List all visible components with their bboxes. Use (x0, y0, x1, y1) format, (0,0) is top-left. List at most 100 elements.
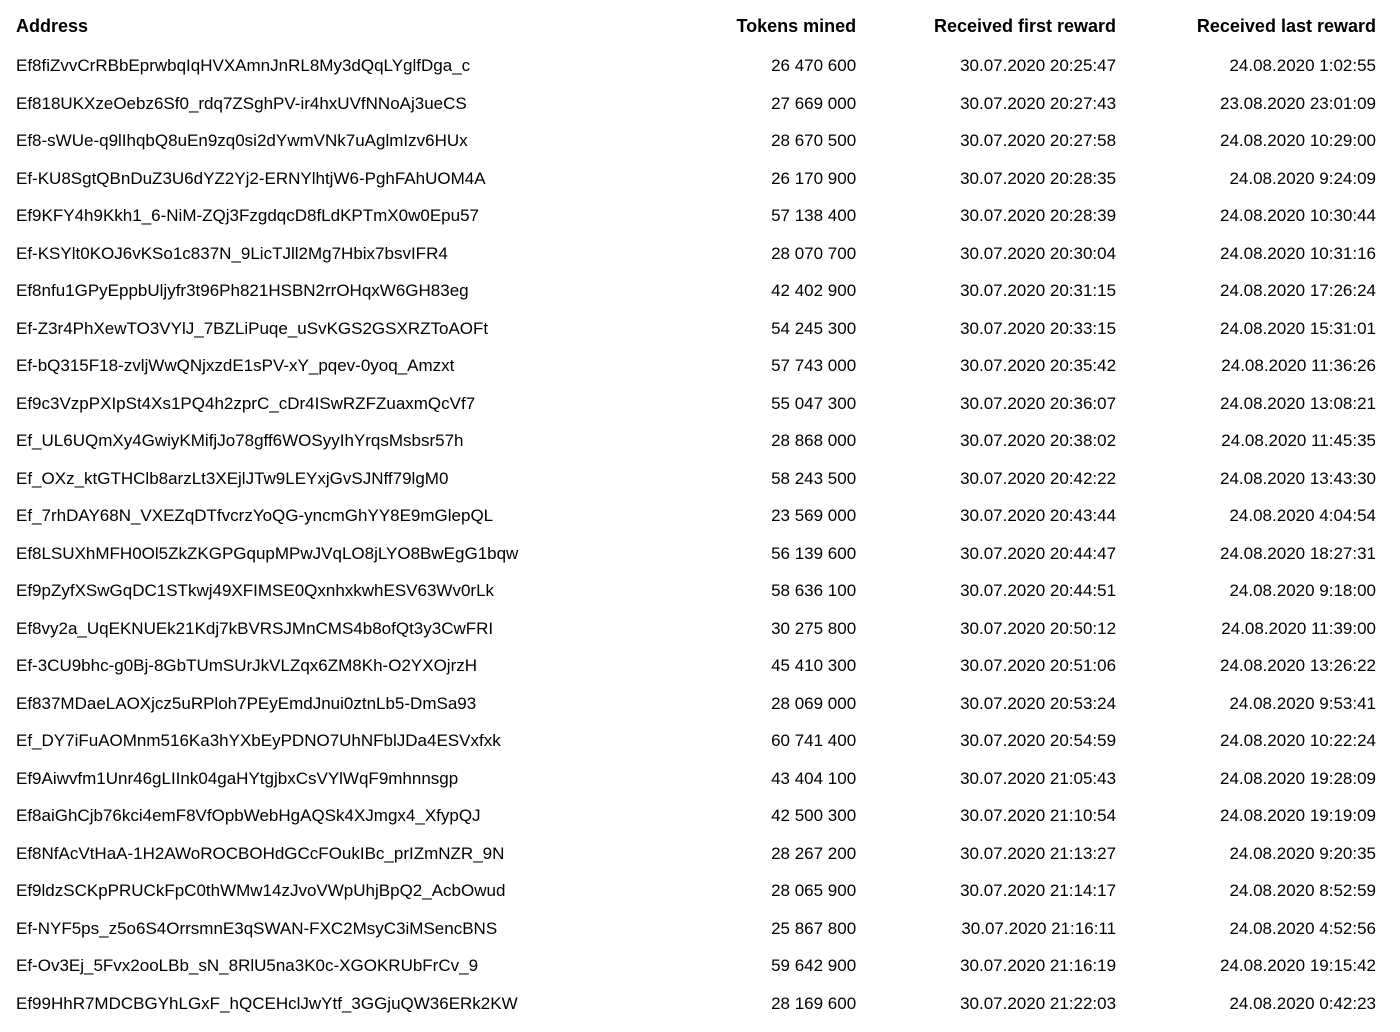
cell-first-reward: 30.07.2020 20:33:15 (864, 310, 1124, 348)
table-row: Ef837MDaeLAOXjcz5uRPloh7PEyEmdJnui0ztnLb… (16, 685, 1384, 723)
cell-last-reward: 24.08.2020 13:26:22 (1124, 647, 1384, 685)
cell-last-reward: 24.08.2020 4:52:56 (1124, 910, 1384, 948)
cell-last-reward: 24.08.2020 13:08:21 (1124, 385, 1384, 423)
cell-address[interactable]: Ef9Aiwvfm1Unr46gLIInk04gaHYtgjbxCsVYlWqF… (16, 760, 673, 798)
col-header-first-reward[interactable]: Received first reward (864, 10, 1124, 47)
cell-address[interactable]: Ef-Z3r4PhXewTO3VYlJ_7BZLiPuqe_uSvKGS2GSX… (16, 310, 673, 348)
col-header-last-reward[interactable]: Received last reward (1124, 10, 1384, 47)
cell-address[interactable]: Ef-3CU9bhc-g0Bj-8GbTUmSUrJkVLZqx6ZM8Kh-O… (16, 647, 673, 685)
cell-last-reward: 24.08.2020 10:22:24 (1124, 722, 1384, 760)
cell-tokens: 26 470 600 (673, 47, 865, 85)
cell-first-reward: 30.07.2020 20:53:24 (864, 685, 1124, 723)
cell-last-reward: 24.08.2020 9:24:09 (1124, 160, 1384, 198)
cell-last-reward: 24.08.2020 9:53:41 (1124, 685, 1384, 723)
table-header-row: Address Tokens mined Received first rewa… (16, 10, 1384, 47)
table-row: Ef-KSYlt0KOJ6vKSo1c837N_9LicTJll2Mg7Hbix… (16, 235, 1384, 273)
cell-last-reward: 24.08.2020 9:18:00 (1124, 572, 1384, 610)
cell-address[interactable]: Ef9KFY4h9Kkh1_6-NiM-ZQj3FzgdqcD8fLdKPTmX… (16, 197, 673, 235)
table-row: Ef818UKXzeOebz6Sf0_rdq7ZSghPV-ir4hxUVfNN… (16, 85, 1384, 123)
table-row: Ef_7rhDAY68N_VXEZqDTfvcrzYoQG-yncmGhYY8E… (16, 497, 1384, 535)
cell-tokens: 42 402 900 (673, 272, 865, 310)
cell-tokens: 43 404 100 (673, 760, 865, 798)
cell-first-reward: 30.07.2020 20:44:51 (864, 572, 1124, 610)
cell-first-reward: 30.07.2020 20:30:04 (864, 235, 1124, 273)
cell-last-reward: 24.08.2020 10:29:00 (1124, 122, 1384, 160)
cell-last-reward: 24.08.2020 13:43:30 (1124, 460, 1384, 498)
cell-address[interactable]: Ef9pZyfXSwGqDC1STkwj49XFIMSE0QxnhxkwhESV… (16, 572, 673, 610)
cell-last-reward: 24.08.2020 10:30:44 (1124, 197, 1384, 235)
cell-tokens: 56 139 600 (673, 535, 865, 573)
cell-first-reward: 30.07.2020 20:36:07 (864, 385, 1124, 423)
col-header-tokens[interactable]: Tokens mined (673, 10, 865, 47)
table-row: Ef-Z3r4PhXewTO3VYlJ_7BZLiPuqe_uSvKGS2GSX… (16, 310, 1384, 348)
cell-first-reward: 30.07.2020 20:28:39 (864, 197, 1124, 235)
table-row: Ef-NYF5ps_z5o6S4OrrsmnE3qSWAN-FXC2MsyC3i… (16, 910, 1384, 948)
table-row: Ef8-sWUe-q9lIhqbQ8uEn9zq0si2dYwmVNk7uAgl… (16, 122, 1384, 160)
cell-tokens: 45 410 300 (673, 647, 865, 685)
cell-address[interactable]: Ef8-sWUe-q9lIhqbQ8uEn9zq0si2dYwmVNk7uAgl… (16, 122, 673, 160)
cell-tokens: 30 275 800 (673, 610, 865, 648)
cell-address[interactable]: Ef8vy2a_UqEKNUEk21Kdj7kBVRSJMnCMS4b8ofQt… (16, 610, 673, 648)
cell-address[interactable]: Ef8LSUXhMFH0Ol5ZkZKGPGqupMPwJVqLO8jLYO8B… (16, 535, 673, 573)
cell-last-reward: 24.08.2020 15:31:01 (1124, 310, 1384, 348)
cell-tokens: 28 868 000 (673, 422, 865, 460)
cell-address[interactable]: Ef_DY7iFuAOMnm516Ka3hYXbEyPDNO7UhNFblJDa… (16, 722, 673, 760)
cell-first-reward: 30.07.2020 21:05:43 (864, 760, 1124, 798)
cell-first-reward: 30.07.2020 20:28:35 (864, 160, 1124, 198)
cell-address[interactable]: Ef837MDaeLAOXjcz5uRPloh7PEyEmdJnui0ztnLb… (16, 685, 673, 723)
cell-tokens: 28 670 500 (673, 122, 865, 160)
cell-first-reward: 30.07.2020 20:44:47 (864, 535, 1124, 573)
cell-tokens: 28 267 200 (673, 835, 865, 873)
table-row: Ef8nfu1GPyEppbUljyfr3t96Ph821HSBN2rrOHqx… (16, 272, 1384, 310)
cell-first-reward: 30.07.2020 20:31:15 (864, 272, 1124, 310)
table-body: Ef8fiZvvCrRBbEprwbqIqHVXAmnJnRL8My3dQqLY… (16, 47, 1384, 1022)
cell-address[interactable]: Ef99HhR7MDCBGYhLGxF_hQCEHclJwYtf_3GGjuQW… (16, 985, 673, 1023)
cell-address[interactable]: Ef9c3VzpPXIpSt4Xs1PQ4h2zprC_cDr4ISwRZFZu… (16, 385, 673, 423)
cell-tokens: 28 069 000 (673, 685, 865, 723)
cell-tokens: 28 070 700 (673, 235, 865, 273)
cell-address[interactable]: Ef_UL6UQmXy4GwiyKMifjJo78gff6WOSyyIhYrqs… (16, 422, 673, 460)
cell-last-reward: 24.08.2020 19:28:09 (1124, 760, 1384, 798)
cell-address[interactable]: Ef8aiGhCjb76kci4emF8VfOpbWebHgAQSk4XJmgx… (16, 797, 673, 835)
cell-address[interactable]: Ef_7rhDAY68N_VXEZqDTfvcrzYoQG-yncmGhYY8E… (16, 497, 673, 535)
table-row: Ef-Ov3Ej_5Fvx2ooLBb_sN_8RlU5na3K0c-XGOKR… (16, 947, 1384, 985)
cell-address[interactable]: Ef818UKXzeOebz6Sf0_rdq7ZSghPV-ir4hxUVfNN… (16, 85, 673, 123)
table-row: Ef8NfAcVtHaA-1H2AWoROCBOHdGCcFOukIBc_prI… (16, 835, 1384, 873)
cell-last-reward: 24.08.2020 10:31:16 (1124, 235, 1384, 273)
table-row: Ef_OXz_ktGTHClb8arzLt3XEjlJTw9LEYxjGvSJN… (16, 460, 1384, 498)
cell-address[interactable]: Ef9ldzSCKpPRUCkFpC0thWMw14zJvoVWpUhjBpQ2… (16, 872, 673, 910)
cell-tokens: 28 065 900 (673, 872, 865, 910)
cell-first-reward: 30.07.2020 20:42:22 (864, 460, 1124, 498)
cell-address[interactable]: Ef-KSYlt0KOJ6vKSo1c837N_9LicTJll2Mg7Hbix… (16, 235, 673, 273)
cell-tokens: 27 669 000 (673, 85, 865, 123)
cell-tokens: 28 169 600 (673, 985, 865, 1023)
cell-last-reward: 24.08.2020 19:15:42 (1124, 947, 1384, 985)
cell-last-reward: 23.08.2020 23:01:09 (1124, 85, 1384, 123)
cell-first-reward: 30.07.2020 20:51:06 (864, 647, 1124, 685)
cell-first-reward: 30.07.2020 20:25:47 (864, 47, 1124, 85)
table-row: Ef99HhR7MDCBGYhLGxF_hQCEHclJwYtf_3GGjuQW… (16, 985, 1384, 1023)
table-row: Ef8vy2a_UqEKNUEk21Kdj7kBVRSJMnCMS4b8ofQt… (16, 610, 1384, 648)
table-row: Ef8aiGhCjb76kci4emF8VfOpbWebHgAQSk4XJmgx… (16, 797, 1384, 835)
table-row: Ef-bQ315F18-zvljWwQNjxzdE1sPV-xY_pqev-0y… (16, 347, 1384, 385)
cell-first-reward: 30.07.2020 21:10:54 (864, 797, 1124, 835)
cell-first-reward: 30.07.2020 21:16:11 (864, 910, 1124, 948)
table-row: Ef9ldzSCKpPRUCkFpC0thWMw14zJvoVWpUhjBpQ2… (16, 872, 1384, 910)
mining-rewards-table: Address Tokens mined Received first rewa… (16, 10, 1384, 1022)
cell-address[interactable]: Ef8NfAcVtHaA-1H2AWoROCBOHdGCcFOukIBc_prI… (16, 835, 673, 873)
cell-address[interactable]: Ef-KU8SgtQBnDuZ3U6dYZ2Yj2-ERNYlhtjW6-Pgh… (16, 160, 673, 198)
cell-address[interactable]: Ef8nfu1GPyEppbUljyfr3t96Ph821HSBN2rrOHqx… (16, 272, 673, 310)
cell-tokens: 58 636 100 (673, 572, 865, 610)
cell-first-reward: 30.07.2020 21:22:03 (864, 985, 1124, 1023)
cell-address[interactable]: Ef8fiZvvCrRBbEprwbqIqHVXAmnJnRL8My3dQqLY… (16, 47, 673, 85)
cell-tokens: 60 741 400 (673, 722, 865, 760)
cell-address[interactable]: Ef_OXz_ktGTHClb8arzLt3XEjlJTw9LEYxjGvSJN… (16, 460, 673, 498)
cell-address[interactable]: Ef-bQ315F18-zvljWwQNjxzdE1sPV-xY_pqev-0y… (16, 347, 673, 385)
cell-tokens: 57 138 400 (673, 197, 865, 235)
cell-last-reward: 24.08.2020 11:39:00 (1124, 610, 1384, 648)
cell-tokens: 59 642 900 (673, 947, 865, 985)
cell-address[interactable]: Ef-NYF5ps_z5o6S4OrrsmnE3qSWAN-FXC2MsyC3i… (16, 910, 673, 948)
cell-tokens: 42 500 300 (673, 797, 865, 835)
col-header-address[interactable]: Address (16, 10, 673, 47)
cell-address[interactable]: Ef-Ov3Ej_5Fvx2ooLBb_sN_8RlU5na3K0c-XGOKR… (16, 947, 673, 985)
